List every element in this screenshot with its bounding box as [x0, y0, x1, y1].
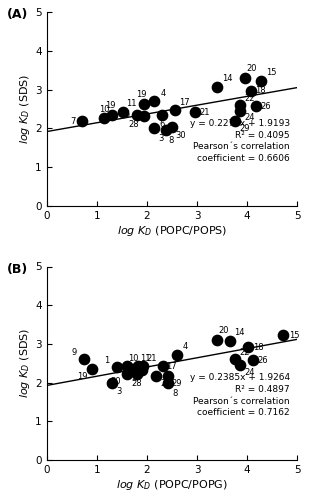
- Text: 6: 6: [122, 364, 128, 374]
- Text: 15: 15: [266, 68, 276, 78]
- Text: y = 0.2385x + 1.9264
R² = 0.4897
Pearson´s correlation
coefficient = 0.7162: y = 0.2385x + 1.9264 R² = 0.4897 Pearson…: [190, 373, 290, 418]
- Text: 2: 2: [160, 380, 166, 388]
- Point: [237, 361, 242, 369]
- Point: [232, 356, 237, 364]
- Point: [82, 356, 87, 364]
- Point: [170, 124, 175, 132]
- Point: [237, 107, 242, 115]
- Text: 3: 3: [116, 387, 121, 396]
- Point: [166, 380, 171, 388]
- Point: [159, 111, 164, 119]
- Text: 30: 30: [175, 131, 186, 140]
- Text: 28: 28: [128, 120, 139, 129]
- Point: [125, 362, 129, 370]
- Point: [142, 100, 147, 108]
- Point: [259, 77, 264, 85]
- Text: 7: 7: [71, 117, 76, 126]
- Point: [109, 380, 114, 388]
- X-axis label: $\mathit{log\ K_D}$ (POPC/POPG): $\mathit{log\ K_D}$ (POPC/POPG): [116, 478, 228, 492]
- Text: 4: 4: [160, 88, 165, 98]
- Point: [251, 356, 256, 364]
- Point: [142, 112, 147, 120]
- Text: 29: 29: [239, 124, 250, 133]
- Text: 24: 24: [244, 114, 255, 122]
- Point: [89, 365, 94, 373]
- Text: 20: 20: [219, 326, 229, 335]
- Text: 21: 21: [199, 108, 210, 116]
- Text: 20: 20: [246, 64, 257, 73]
- Text: 18: 18: [255, 86, 266, 95]
- Point: [237, 101, 242, 109]
- Text: 9: 9: [72, 348, 77, 357]
- X-axis label: $\mathit{log\ K_D}$ (POPC/POPS): $\mathit{log\ K_D}$ (POPC/POPS): [117, 224, 227, 237]
- Point: [139, 366, 144, 374]
- Text: 29: 29: [171, 380, 182, 388]
- Text: 21: 21: [146, 354, 156, 362]
- Text: 3: 3: [159, 134, 164, 142]
- Text: 28: 28: [132, 380, 142, 388]
- Point: [154, 372, 159, 380]
- Point: [160, 362, 165, 370]
- Text: 19: 19: [105, 100, 116, 110]
- Text: 17: 17: [166, 362, 177, 371]
- Point: [166, 372, 171, 380]
- Point: [135, 362, 140, 370]
- Point: [172, 106, 177, 114]
- Text: y = 0.2274x + 1.9193
R² = 0.4095
Pearson´s correlation
coefficient = 0.6606: y = 0.2274x + 1.9193 R² = 0.4095 Pearson…: [190, 119, 290, 163]
- Point: [114, 363, 119, 371]
- Text: 6: 6: [159, 120, 165, 129]
- Point: [242, 74, 247, 82]
- Text: 24: 24: [244, 368, 255, 376]
- Point: [192, 108, 197, 116]
- Point: [227, 337, 232, 345]
- Text: 10: 10: [129, 354, 139, 362]
- Point: [281, 332, 286, 340]
- Point: [129, 365, 134, 373]
- Y-axis label: $\mathit{log\ K_D}$ (SDS): $\mathit{log\ K_D}$ (SDS): [18, 328, 32, 398]
- Point: [232, 118, 237, 126]
- Text: 14: 14: [234, 328, 245, 337]
- Text: 22: 22: [244, 94, 255, 103]
- Text: 26: 26: [261, 102, 271, 110]
- Point: [102, 114, 107, 122]
- Text: 5: 5: [125, 110, 130, 120]
- Text: 5: 5: [131, 374, 136, 383]
- Text: 26: 26: [258, 356, 268, 364]
- Text: 15: 15: [289, 331, 300, 340]
- Text: 10: 10: [99, 105, 110, 114]
- Text: 8: 8: [169, 136, 174, 144]
- Point: [134, 111, 139, 119]
- Text: 1: 1: [104, 356, 110, 364]
- Text: (A): (A): [6, 8, 28, 22]
- Text: (B): (B): [6, 262, 28, 276]
- Point: [152, 124, 157, 132]
- Text: 18: 18: [253, 342, 263, 351]
- Point: [215, 82, 220, 90]
- Point: [109, 111, 114, 119]
- Point: [79, 118, 84, 126]
- Point: [125, 370, 129, 378]
- Text: 8: 8: [172, 388, 178, 398]
- Point: [134, 370, 139, 378]
- Point: [141, 362, 146, 370]
- Text: 19: 19: [136, 90, 147, 99]
- Text: 4: 4: [183, 342, 188, 351]
- Point: [215, 336, 220, 344]
- Text: 30: 30: [110, 376, 121, 386]
- Point: [248, 86, 253, 94]
- Text: 11: 11: [126, 100, 137, 108]
- Point: [246, 343, 251, 351]
- Text: 11: 11: [140, 354, 150, 362]
- Text: 22: 22: [239, 348, 250, 357]
- Point: [254, 102, 259, 110]
- Text: 14: 14: [222, 74, 232, 83]
- Point: [163, 126, 168, 134]
- Point: [121, 108, 125, 116]
- Point: [175, 350, 180, 358]
- Text: 19: 19: [77, 372, 87, 380]
- Point: [152, 98, 157, 106]
- Text: 17: 17: [179, 98, 189, 108]
- Y-axis label: $\mathit{log\ K_D}$ (SDS): $\mathit{log\ K_D}$ (SDS): [18, 74, 32, 144]
